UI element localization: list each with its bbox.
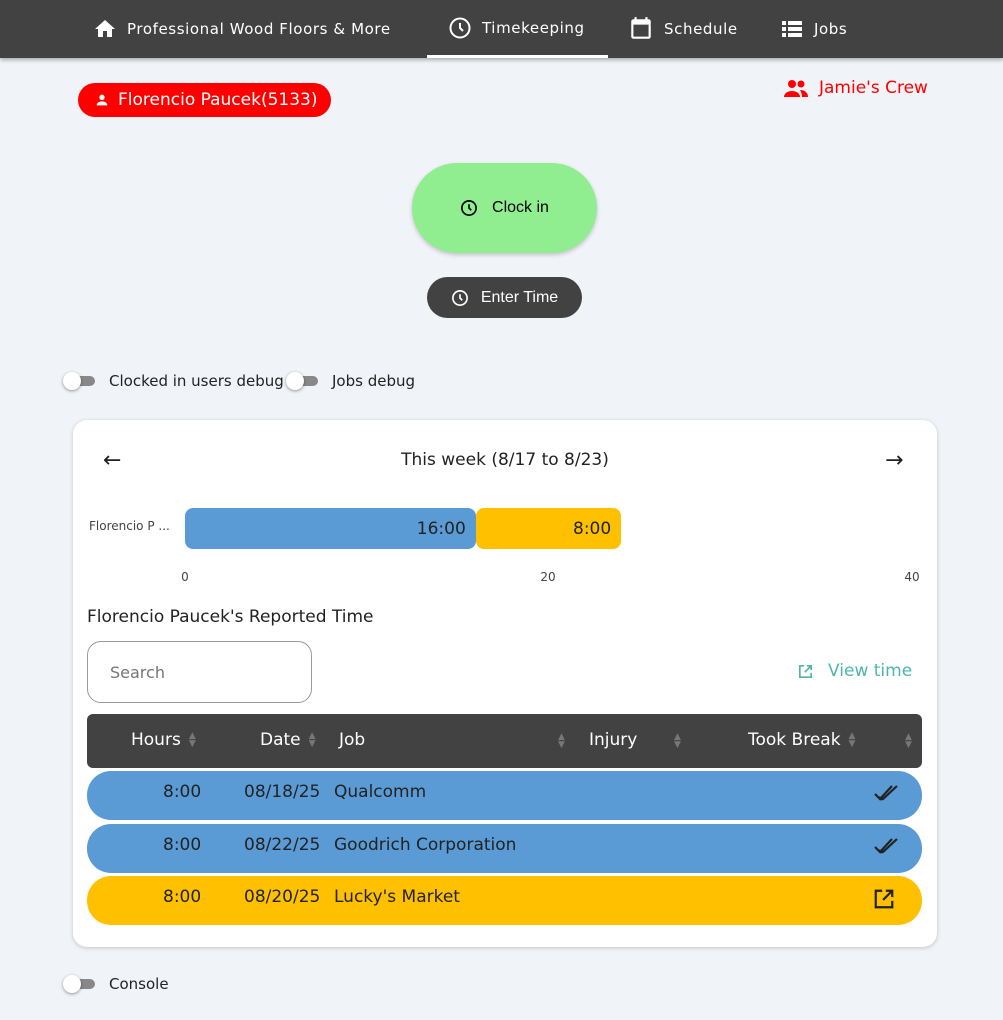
col-job[interactable]: Job [339,730,365,750]
x-tick: 0 [181,570,189,584]
enter-time-button[interactable]: Enter Time [427,277,582,318]
calendar-icon [631,17,651,39]
list-icon [782,21,802,37]
clock-icon [451,289,468,306]
cell-hours: 8:00 [163,834,202,855]
col-injury[interactable]: Injury [589,730,637,750]
view-time-link[interactable]: View time [797,661,912,681]
clock-icon [461,200,477,216]
switch[interactable] [63,372,95,390]
group-icon [784,80,808,97]
toggle-label: Console [109,975,169,993]
crew-link[interactable]: Jamie's Crew [783,78,928,98]
cell-job: Qualcomm [334,782,427,802]
sort-icon[interactable]: ▲ ▼ [674,732,681,750]
next-week-arrow-icon[interactable]: → [885,448,904,473]
week-label: This week (8/17 to 8/23) [401,450,609,470]
cell-date: 08/22/25 [244,834,321,855]
switch[interactable] [286,372,318,390]
top-nav: Professional Wood Floors & More Timekeep… [0,0,1003,58]
table-row[interactable]: 8:00 08/22/25 Goodrich Corporation [87,823,922,873]
cell-date: 08/18/25 [244,782,321,802]
clock-icon [449,17,471,38]
week-card: ← This week (8/17 to 8/23) → Florencio P… [73,420,937,947]
nav-label: Schedule [664,20,738,38]
header-label: Hours [131,730,181,750]
crew-name: Jamie's Crew [819,78,928,98]
cell-hours: 8:00 [163,887,202,907]
table-row[interactable]: 8:00 08/20/25 Lucky's Market [87,876,922,925]
user-name: Florencio Paucek(5133) [118,90,318,110]
nav-home[interactable]: Professional Wood Floors & More [93,0,391,58]
switch[interactable] [63,975,95,993]
double-check-icon[interactable] [873,783,901,808]
cell-job: Goodrich Corporation [334,834,517,855]
enter-time-label: Enter Time [480,288,559,306]
person-icon [96,94,108,106]
header-label: Date [260,730,301,750]
chart-category-label: Florencio P ... [89,519,170,533]
sort-icon[interactable]: ▲ ▼ [905,732,912,750]
open-external-icon [798,664,813,678]
clock-in-button[interactable]: Clock in [412,163,597,253]
header-label: Took Break [748,730,841,750]
clocked-in-debug-toggle[interactable]: Clocked in users debug [63,372,284,390]
nav-label: Jobs [814,20,848,38]
open-external-icon[interactable] [873,888,895,915]
sort-icon[interactable]: ▲ ▼ [558,732,565,750]
col-hours[interactable]: Hours ▲ ▼ [131,730,196,750]
header-label: Job [339,730,366,750]
table-row[interactable]: 8:00 08/18/25 Qualcomm [87,771,922,820]
nav-timekeeping[interactable]: Timekeeping [427,0,608,58]
chart-data-label: 8:00 [573,518,612,539]
col-date[interactable]: Date ▲ ▼ [260,730,316,750]
prev-week-arrow-icon[interactable]: ← [103,448,122,473]
toggle-label: Clocked in users debug [109,372,284,390]
double-check-icon[interactable] [873,836,901,861]
chart-bar-segment: 16:00 [185,508,476,549]
x-tick: 20 [540,570,556,584]
col-took-break[interactable]: Took Break ▲ ▼ [748,730,855,750]
user-chip[interactable]: Florencio Paucek(5133) [78,83,332,117]
chart-bar-segment: 8:00 [475,508,622,549]
home-icon [95,20,115,37]
table-header: Hours ▲ ▼ Date ▲ ▼ Job ▲ ▼ Injury ▲ ▼ Took Bre… [87,714,922,768]
cell-date: 08/20/25 [244,887,321,907]
search-input[interactable] [87,641,312,703]
x-tick: 40 [904,570,920,584]
nav-schedule[interactable]: Schedule [628,0,738,58]
jobs-debug-toggle[interactable]: Jobs debug [286,372,416,390]
reported-time-title: Florencio Paucek's Reported Time [87,607,374,627]
cell-job: Lucky's Market [334,887,460,907]
view-time-label: View time [828,661,913,681]
console-toggle[interactable]: Console [63,975,169,993]
sort-icon[interactable]: ▲ ▼ [308,731,316,749]
nav-jobs[interactable]: Jobs [780,0,847,58]
sort-icon[interactable]: ▲ ▼ [848,731,856,749]
chart-data-label: 16:00 [416,518,466,539]
clock-in-label: Clock in [492,199,549,216]
nav-label: Timekeeping [482,18,585,37]
toggle-label: Jobs debug [332,372,416,390]
nav-label: Professional Wood Floors & More [127,20,391,38]
cell-hours: 8:00 [163,782,202,802]
header-label: Injury [589,730,638,750]
sort-icon[interactable]: ▲ ▼ [188,731,196,749]
